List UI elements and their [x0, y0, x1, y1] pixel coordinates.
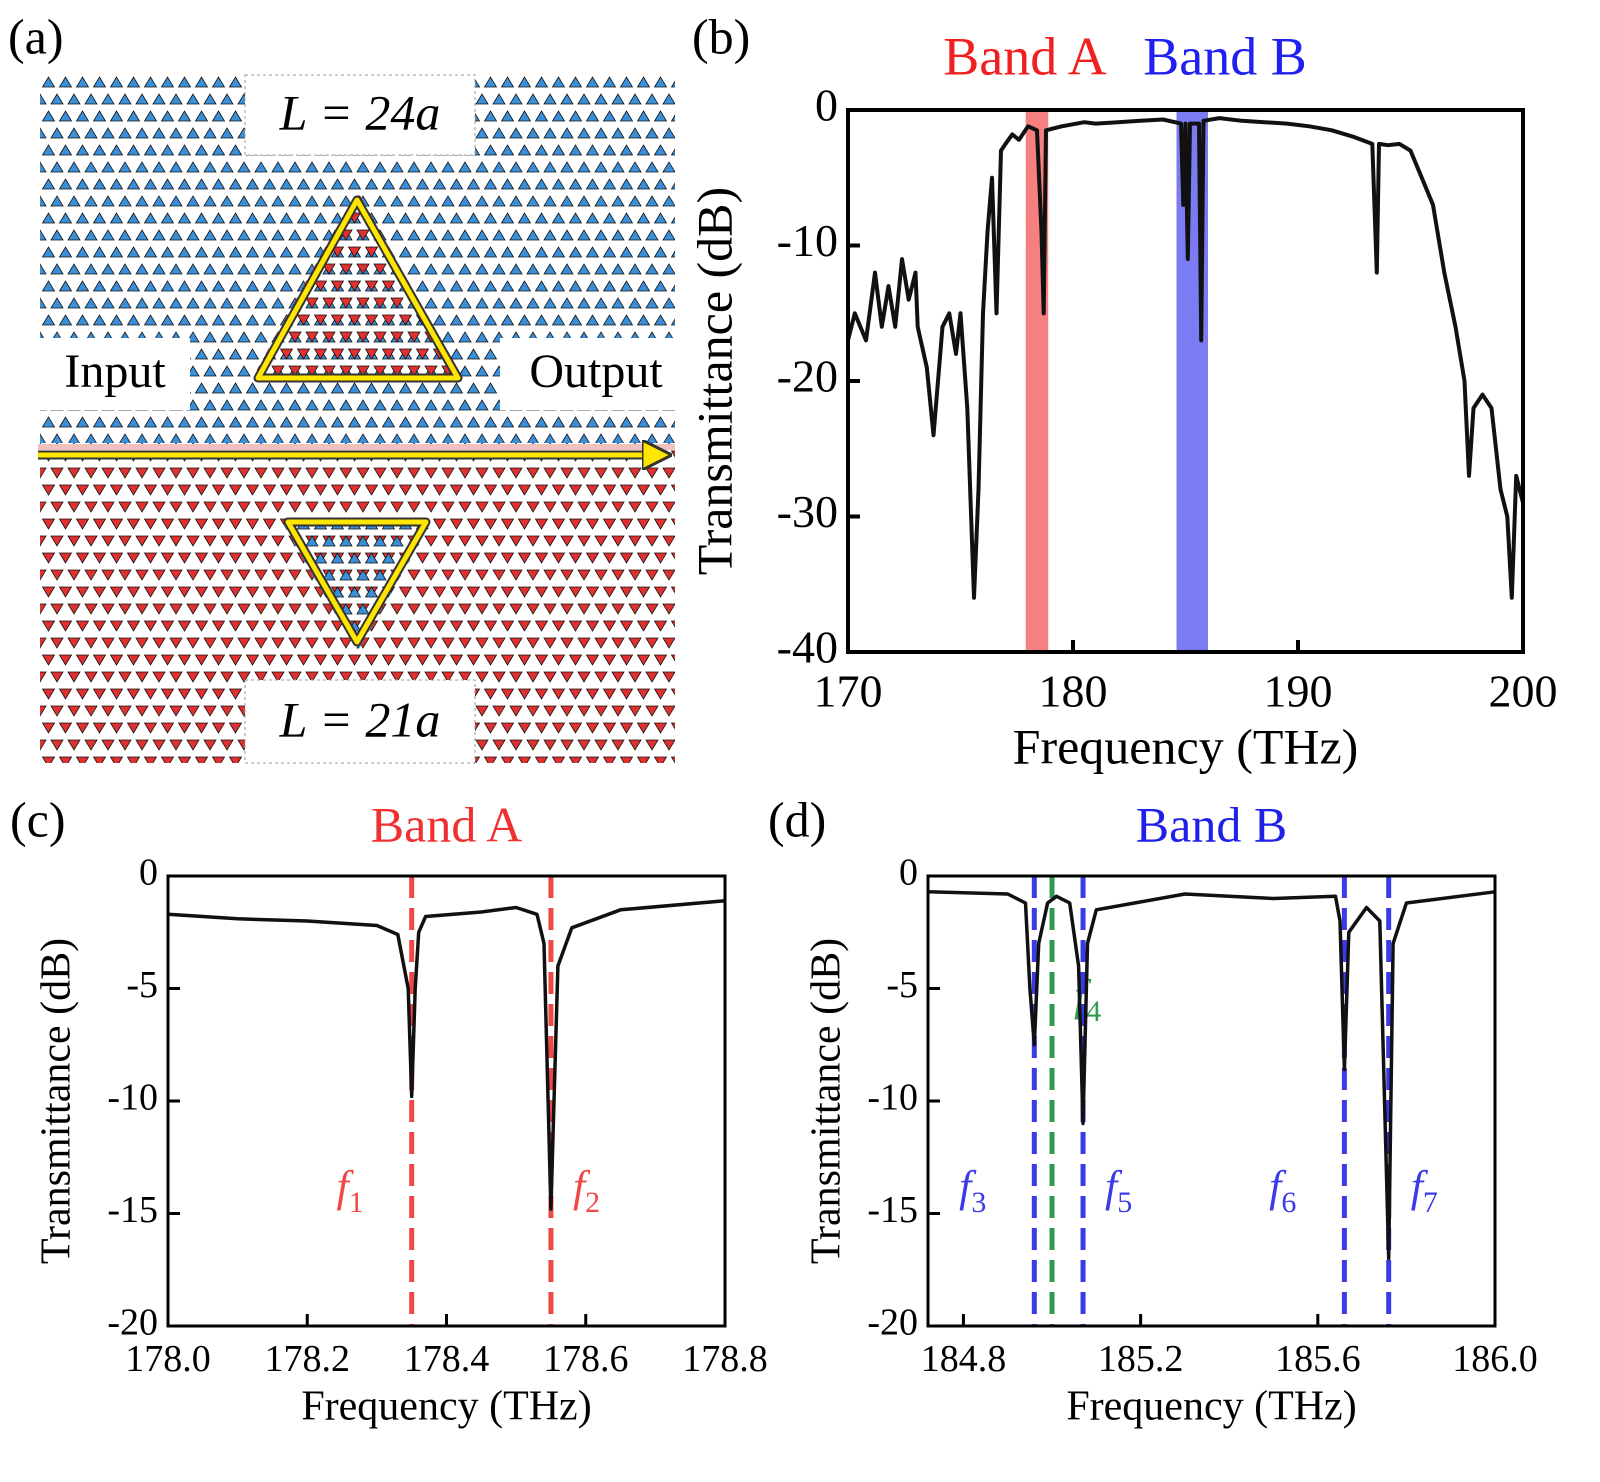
x-axis-label: Frequency (THz)	[1066, 1384, 1356, 1430]
x-tick-label: 186.0	[1452, 1338, 1538, 1380]
chart-title: Band B	[1136, 796, 1287, 852]
y-tick-label: -40	[777, 622, 838, 673]
y-tick-label: -20	[107, 1302, 158, 1344]
axes-frame	[926, 874, 1497, 1328]
marker-subscript: 7	[1423, 1186, 1438, 1219]
y-axis-label: Transmittance (dB)	[34, 938, 80, 1264]
x-tick-label: 170	[814, 665, 883, 716]
length-label: L = 21a	[279, 691, 441, 747]
x-tick-label: 200	[1489, 665, 1558, 716]
light-paths	[38, 195, 662, 647]
input-label: Input	[64, 345, 166, 398]
marker-subscript: 1	[349, 1186, 364, 1219]
line	[927, 890, 1496, 1261]
label-box	[500, 338, 680, 410]
y-tick-label: -30	[777, 486, 838, 537]
y-tick-label: -20	[777, 351, 838, 402]
panel-label: (b)	[692, 8, 750, 64]
band-label: Band B	[1143, 26, 1307, 86]
marker-label: f3	[959, 1162, 986, 1219]
chart: Band A Band B 170 180 190 200 0 -10 -20 -30 -40 Fre…	[686, 8, 1557, 774]
marker-subscript: 4	[1086, 995, 1101, 1028]
x-tick-label: 185.6	[1275, 1338, 1361, 1380]
marker-label: f7	[1411, 1162, 1438, 1219]
y-tick-label: 0	[899, 852, 918, 894]
y-tick-label: 0	[139, 852, 158, 894]
length-label: L = 24a	[279, 84, 441, 140]
y-tick-label: -5	[126, 964, 158, 1006]
x-tick-label: 178.4	[404, 1338, 490, 1380]
x-tick-label: 178.2	[265, 1338, 351, 1380]
y-tick-label: -10	[867, 1077, 918, 1119]
line	[167, 899, 726, 1211]
y-tick-label: -15	[107, 1189, 158, 1231]
x-tick-label: 180	[1039, 665, 1108, 716]
axes-frame	[166, 874, 727, 1328]
line	[846, 116, 1525, 600]
marker-subscript: 5	[1117, 1186, 1132, 1219]
x-tick-label: 178.6	[543, 1338, 629, 1380]
x-tick-label: 184.8	[921, 1338, 1007, 1380]
panel-label: (d)	[768, 791, 826, 847]
marker-label: f1	[336, 1162, 363, 1219]
y-tick-label: -15	[867, 1189, 918, 1231]
lower-cavity	[282, 522, 432, 652]
y-tick-label: 0	[815, 80, 838, 131]
label-box	[244, 679, 476, 764]
x-tick-label: 185.2	[1098, 1338, 1184, 1380]
band-label: Band A	[943, 26, 1107, 86]
x-axis-label: Frequency (THz)	[1013, 718, 1359, 774]
marker-label: f5	[1105, 1162, 1132, 1219]
label-box	[244, 74, 476, 156]
y-tick-label: -10	[107, 1077, 158, 1119]
x-axis-label: Frequency (THz)	[301, 1384, 591, 1430]
chart: f1 f2 178.0 178.2 178.4 178.6 178.8 0 -5 -10 -15 -2…	[10, 791, 768, 1429]
marker-subscript: 2	[585, 1186, 600, 1219]
y-axis-label: Transmittance (dB)	[804, 938, 850, 1264]
y-tick-label: -10	[777, 215, 838, 266]
lattice-diagram: (a) L = 24a L = 21a Input Output	[8, 8, 680, 764]
upper-cavity	[250, 190, 465, 382]
y-tick-label: -5	[886, 964, 918, 1006]
y-axis-label: Transmittance (dB)	[686, 187, 742, 575]
y-tick-label: -20	[867, 1302, 918, 1344]
marker-subscript: 6	[1281, 1186, 1296, 1219]
panel-label: (c)	[10, 791, 66, 847]
output-label: Output	[529, 345, 663, 398]
marker-subscript: 3	[971, 1186, 986, 1219]
marker-label: f2	[573, 1162, 600, 1219]
x-tick-label: 178.0	[125, 1338, 211, 1380]
label-box	[40, 338, 190, 410]
panel-label: (a)	[8, 8, 64, 64]
x-tick-label: 190	[1264, 665, 1333, 716]
marker-label: f6	[1269, 1162, 1296, 1219]
x-tick-label: 178.8	[682, 1338, 768, 1380]
chart-title: Band A	[371, 796, 522, 852]
